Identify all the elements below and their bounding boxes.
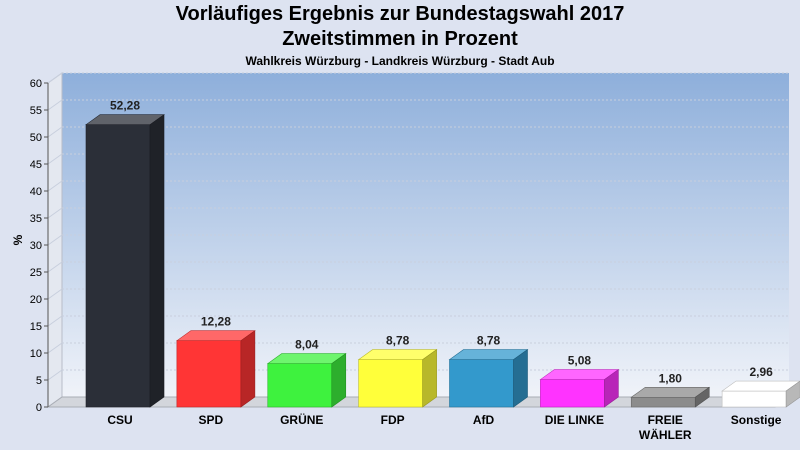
chart-region-subtitle: Wahlkreis Würzburg - Landkreis Würzburg … bbox=[245, 54, 555, 68]
y-tick-label: 0 bbox=[36, 402, 42, 414]
chart-labels: 52,28 CSU 12,28 SPD 8,04 GRÜNE 8,78 FDP 8,78 AfD 5… bbox=[107, 99, 781, 442]
y-tick-label: 35 bbox=[30, 213, 42, 225]
bar bbox=[539, 368, 620, 408]
bar-value-label: 52,28 bbox=[110, 99, 140, 113]
chart-bars bbox=[85, 114, 800, 408]
gridline-side bbox=[47, 288, 63, 300]
bar bbox=[266, 353, 347, 408]
gridline-side bbox=[47, 207, 63, 219]
y-tick-label: 60 bbox=[30, 78, 42, 90]
x-tick-label: FREIE bbox=[648, 413, 683, 427]
bar bbox=[85, 114, 165, 408]
bar-front bbox=[540, 379, 605, 408]
gridline-side bbox=[47, 234, 63, 246]
bar-side bbox=[149, 114, 165, 408]
bar-value-label: 8,78 bbox=[386, 334, 410, 348]
x-tick-label: CSU bbox=[107, 413, 132, 427]
bar-value-label: 5,08 bbox=[568, 354, 592, 368]
bar-front bbox=[449, 359, 514, 408]
bar-side bbox=[422, 349, 437, 408]
y-tick-label: 50 bbox=[30, 132, 42, 144]
y-axis-label: % bbox=[11, 234, 25, 245]
gridline-side bbox=[47, 72, 63, 84]
bar-front bbox=[85, 124, 151, 408]
bar-value-label: 1,80 bbox=[659, 371, 683, 385]
y-tick-label: 5 bbox=[36, 375, 42, 387]
y-tick-label: 20 bbox=[30, 294, 42, 306]
gridline-side bbox=[47, 180, 63, 192]
bar-value-label: 8,04 bbox=[295, 338, 319, 352]
x-tick-label: GRÜNE bbox=[280, 412, 323, 427]
x-tick-label: Sonstige bbox=[731, 413, 782, 427]
gridline-side bbox=[47, 126, 63, 138]
bar bbox=[721, 380, 800, 408]
bar bbox=[630, 386, 711, 408]
gridline-side bbox=[47, 342, 63, 354]
bar-side bbox=[331, 353, 347, 408]
chart-subtitle: Zweitstimmen in Prozent bbox=[282, 28, 518, 50]
gridline-side bbox=[47, 261, 63, 273]
bar-side bbox=[785, 380, 800, 408]
bar-front bbox=[358, 359, 423, 408]
y-tick-label: 10 bbox=[30, 348, 42, 360]
bar bbox=[357, 349, 438, 408]
bar-front bbox=[176, 340, 242, 408]
gridline-side bbox=[47, 369, 63, 381]
y-tick-label: 15 bbox=[30, 321, 42, 333]
bar-side bbox=[513, 349, 528, 408]
x-tick-label: WÄHLER bbox=[639, 427, 692, 442]
x-tick-label: AfD bbox=[473, 413, 495, 427]
y-tick-label: 25 bbox=[30, 267, 42, 279]
x-tick-label: FDP bbox=[381, 413, 405, 427]
y-tick-label: 30 bbox=[30, 240, 42, 252]
gridline-side bbox=[47, 153, 63, 165]
bar-front bbox=[630, 396, 696, 408]
bar bbox=[175, 330, 256, 408]
bar-side bbox=[604, 368, 619, 408]
bar-front bbox=[267, 363, 333, 408]
bar bbox=[448, 349, 529, 408]
y-tick-label: 55 bbox=[30, 105, 42, 117]
bar-value-label: 2,96 bbox=[749, 365, 773, 379]
x-tick-label: SPD bbox=[199, 413, 224, 427]
y-tick-label: 45 bbox=[30, 159, 42, 171]
bar-value-label: 8,78 bbox=[477, 334, 501, 348]
y-tick-label: 40 bbox=[30, 186, 42, 198]
bar-front bbox=[721, 390, 787, 408]
gridline-side bbox=[47, 99, 63, 111]
bar-side bbox=[694, 386, 710, 408]
bar-top bbox=[721, 380, 800, 392]
bar-side bbox=[240, 330, 256, 408]
gridline-side bbox=[47, 315, 63, 327]
chart-title: Vorläufiges Ergebnis zur Bundestagswahl … bbox=[175, 3, 625, 25]
bar-value-label: 12,28 bbox=[201, 315, 231, 329]
x-tick-label: DIE LINKE bbox=[545, 413, 604, 427]
